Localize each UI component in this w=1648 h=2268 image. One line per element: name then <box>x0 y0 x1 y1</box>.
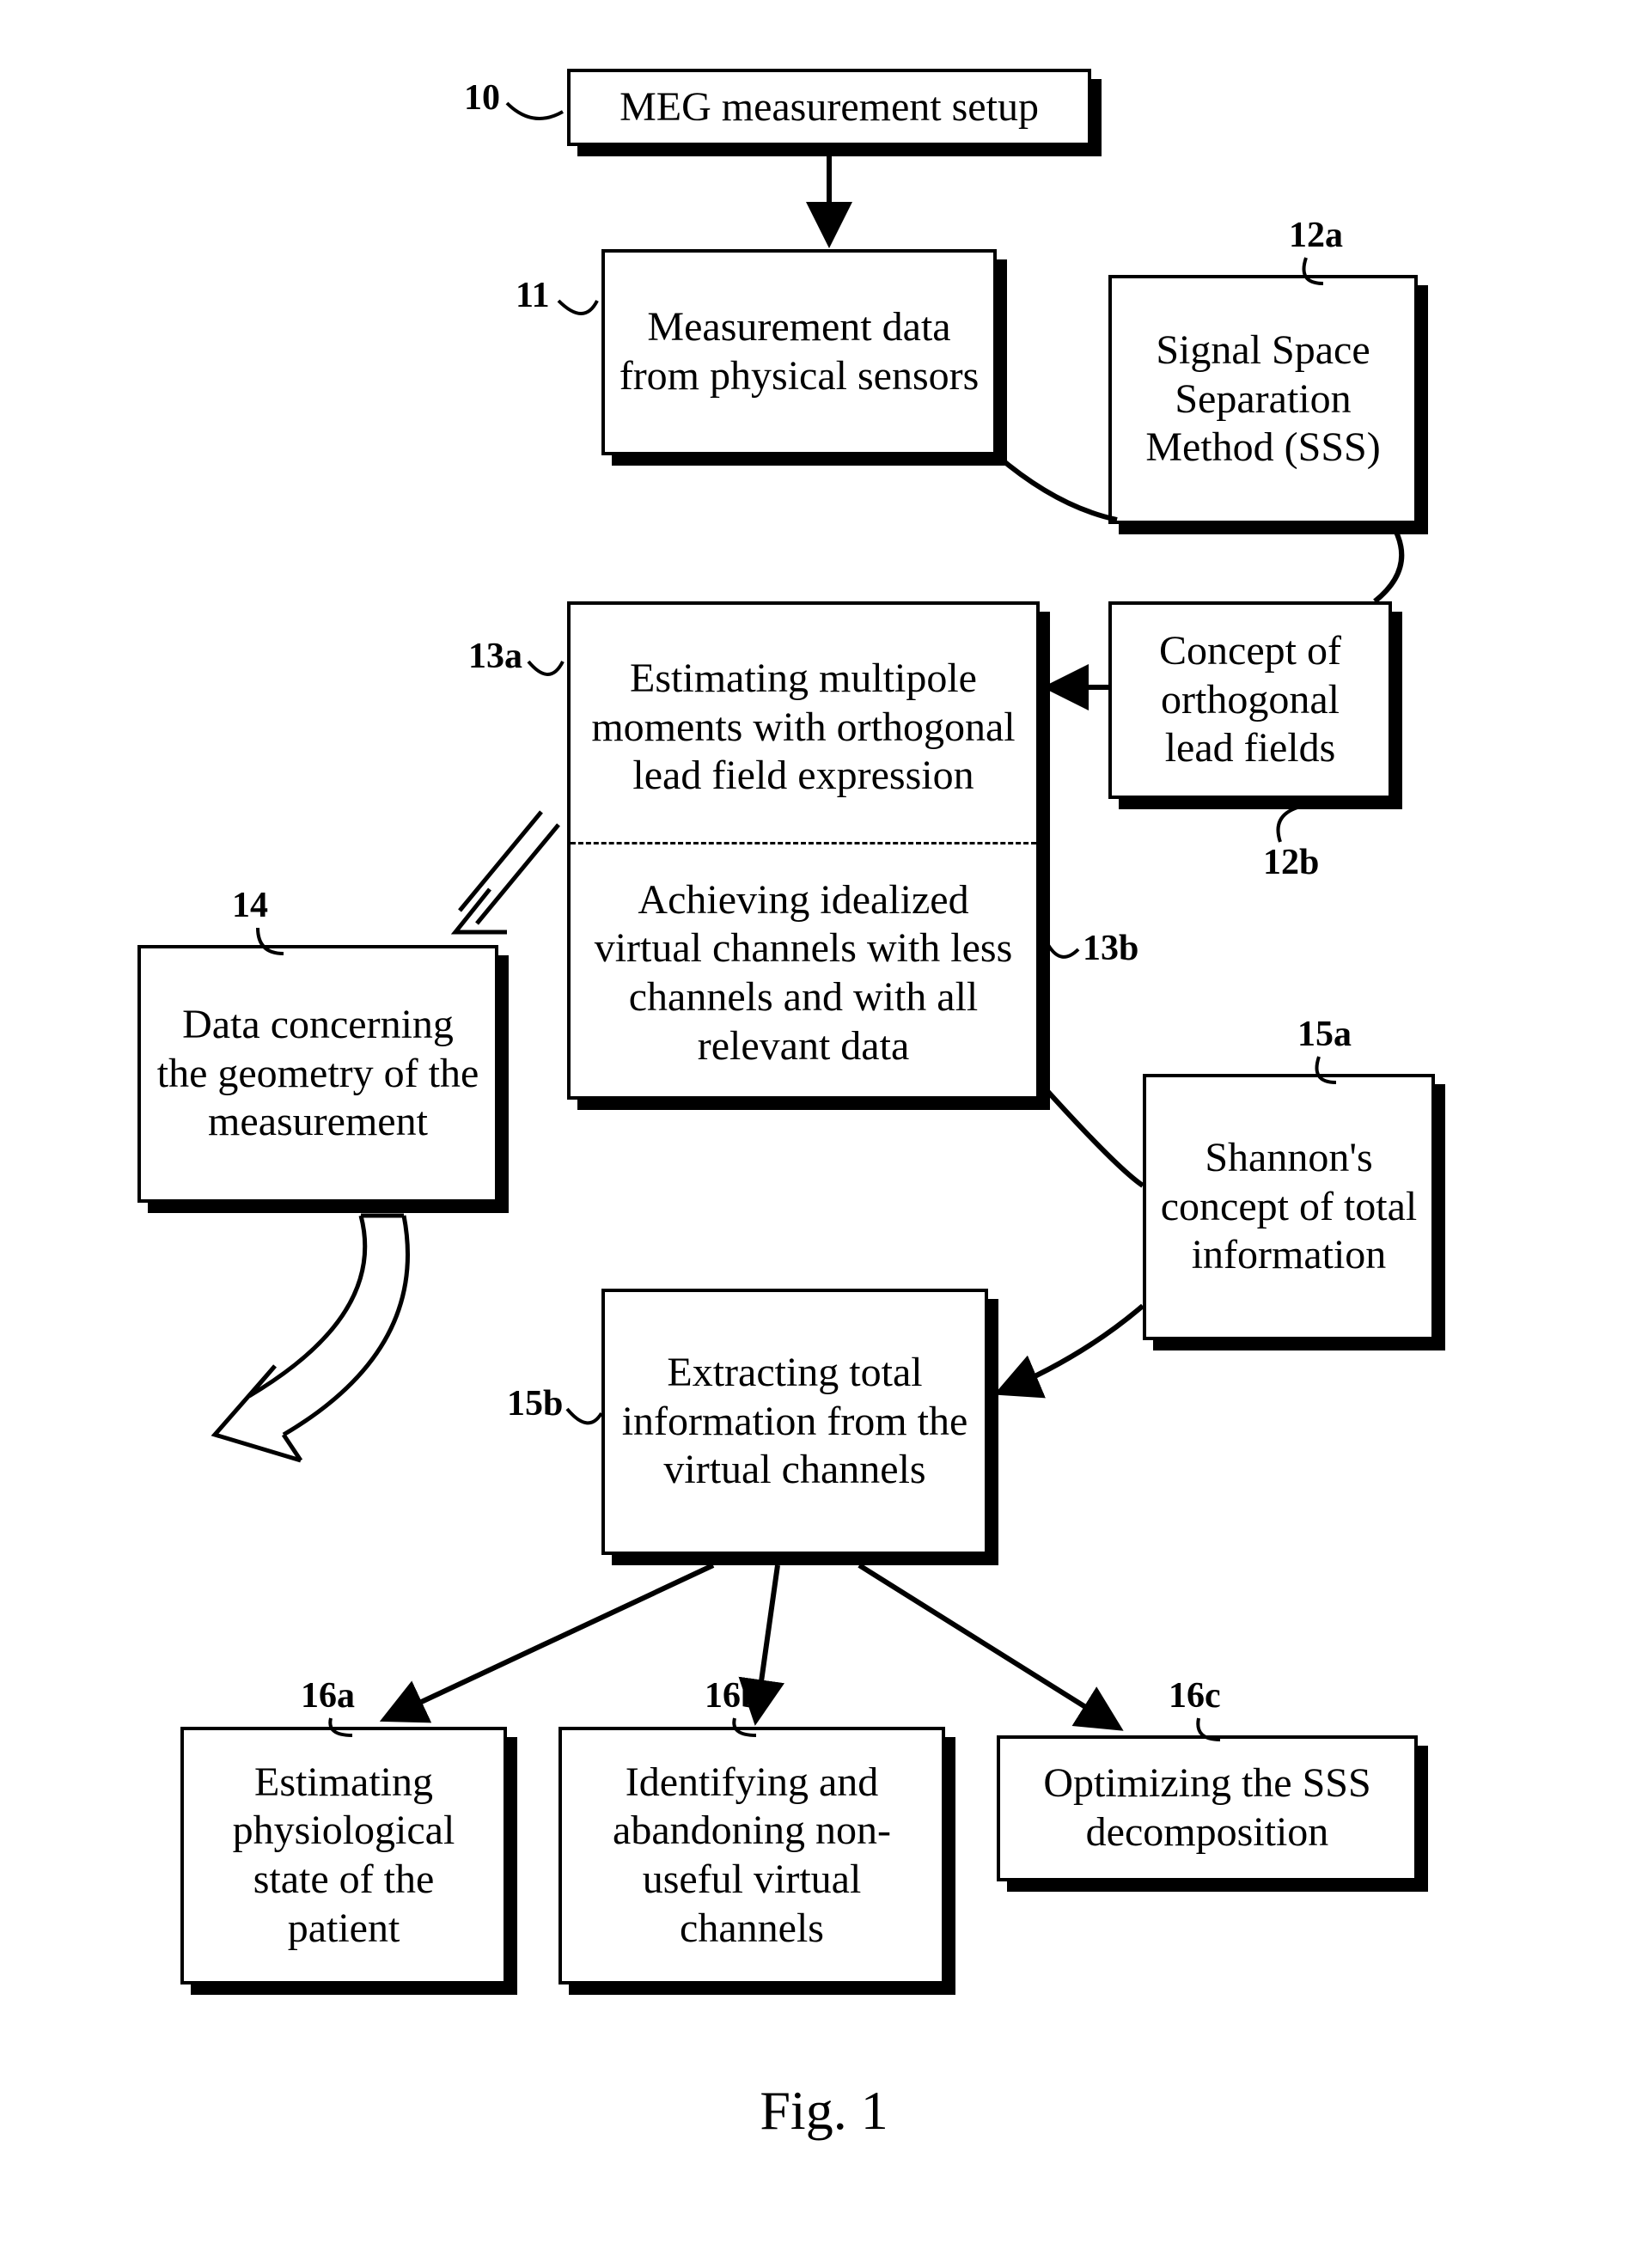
node-text: MEG measurement setup <box>583 83 1076 132</box>
label-13a: 13a <box>468 636 522 677</box>
hook-10 <box>507 103 563 119</box>
node-shannon-info: Shannon's concept of total information <box>1143 1074 1435 1340</box>
hook-13b <box>1048 945 1078 957</box>
node-sss-method: Signal Space Separation Method (SSS) <box>1108 275 1418 524</box>
edge-12a-12b <box>1375 524 1401 601</box>
node-extract-total-info: Extracting total information from the vi… <box>601 1289 988 1555</box>
edge-11-12a <box>997 455 1117 520</box>
node-measurement-data: Measurement data from physical sensors <box>601 249 997 455</box>
label-13b: 13b <box>1083 928 1138 969</box>
node-text: Data concerning the geometry of the meas… <box>153 1001 483 1147</box>
node-text: Measurement data from physical sensors <box>617 303 981 400</box>
node-text: Estimating physiological state of the pa… <box>196 1759 491 1954</box>
label-15b: 15b <box>507 1383 563 1424</box>
hook-12b <box>1279 808 1298 842</box>
label-12b: 12b <box>1263 842 1319 883</box>
label-12a: 12a <box>1289 215 1343 256</box>
edge-14-out-hollow <box>215 1216 408 1460</box>
hook-15b <box>567 1409 601 1423</box>
edge-15b-16a <box>387 1565 713 1718</box>
divider-13 <box>571 842 1036 844</box>
edge-13a-14-double <box>455 812 558 932</box>
label-11: 11 <box>516 275 550 316</box>
label-14: 14 <box>232 885 268 926</box>
edge-15a-15b <box>1001 1306 1143 1392</box>
node-text: Signal Space Separation Method (SSS) <box>1124 326 1402 472</box>
node-abandon-channels: Identifying and abandoning non-useful vi… <box>558 1727 945 1984</box>
label-16b: 16b <box>705 1675 760 1716</box>
label-10: 10 <box>464 77 500 119</box>
label-16c: 16c <box>1169 1675 1221 1716</box>
hook-13a <box>528 662 563 674</box>
node-text: Shannon's concept of total information <box>1158 1134 1419 1280</box>
node-meg-setup: MEG measurement setup <box>567 69 1091 146</box>
node-text: Optimizing the SSS decomposition <box>1012 1759 1402 1856</box>
edge-15b-16c <box>859 1565 1117 1727</box>
hook-11 <box>558 301 597 314</box>
node-text: Concept of orthogonal lead fields <box>1124 627 1376 773</box>
node-optimize-sss: Optimizing the SSS decomposition <box>997 1735 1418 1881</box>
label-16a: 16a <box>301 1675 355 1716</box>
node-orthogonal-lead-fields: Concept of orthogonal lead fields <box>1108 601 1392 799</box>
edge-13b-15a <box>1040 1082 1143 1186</box>
node-multipole-virtual: Estimating multipole moments with orthog… <box>567 601 1040 1100</box>
node-geometry-data: Data concerning the geometry of the meas… <box>137 945 498 1203</box>
node-text: Identifying and abandoning non-useful vi… <box>574 1759 930 1954</box>
node-physiological-state: Estimating physiological state of the pa… <box>180 1727 507 1984</box>
figure-caption: Fig. 1 <box>0 2079 1648 2143</box>
node-text: Extracting total information from the vi… <box>617 1349 973 1495</box>
label-15a: 15a <box>1297 1014 1352 1055</box>
diagram-canvas: MEG measurement setup Measurement data f… <box>0 0 1648 2268</box>
node-text-13a: Estimating multipole moments with orthog… <box>584 655 1022 801</box>
node-text-13b: Achieving idealized virtual channels wit… <box>584 876 1022 1071</box>
